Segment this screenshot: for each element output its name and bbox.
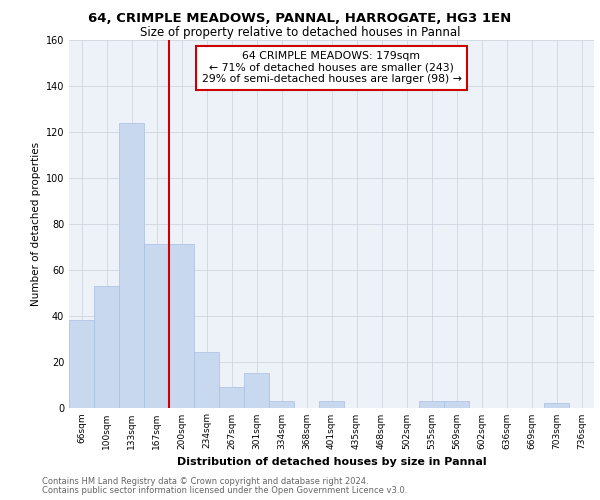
Text: Size of property relative to detached houses in Pannal: Size of property relative to detached ho… xyxy=(140,26,460,39)
Bar xyxy=(544,403,569,407)
Bar xyxy=(219,387,244,407)
Bar xyxy=(94,286,119,408)
Text: Contains HM Land Registry data © Crown copyright and database right 2024.: Contains HM Land Registry data © Crown c… xyxy=(42,477,368,486)
Bar xyxy=(69,320,94,408)
Bar xyxy=(194,352,219,408)
Bar xyxy=(169,244,194,408)
Bar xyxy=(319,400,344,407)
Text: Contains public sector information licensed under the Open Government Licence v3: Contains public sector information licen… xyxy=(42,486,407,495)
X-axis label: Distribution of detached houses by size in Pannal: Distribution of detached houses by size … xyxy=(176,457,487,467)
Text: 64 CRIMPLE MEADOWS: 179sqm
← 71% of detached houses are smaller (243)
29% of sem: 64 CRIMPLE MEADOWS: 179sqm ← 71% of deta… xyxy=(202,51,461,84)
Bar xyxy=(269,400,294,407)
Bar xyxy=(244,373,269,408)
Bar xyxy=(444,400,469,407)
Text: 64, CRIMPLE MEADOWS, PANNAL, HARROGATE, HG3 1EN: 64, CRIMPLE MEADOWS, PANNAL, HARROGATE, … xyxy=(88,12,512,25)
Bar xyxy=(419,400,444,407)
Y-axis label: Number of detached properties: Number of detached properties xyxy=(31,142,41,306)
Bar xyxy=(119,122,144,408)
Bar xyxy=(144,244,169,408)
